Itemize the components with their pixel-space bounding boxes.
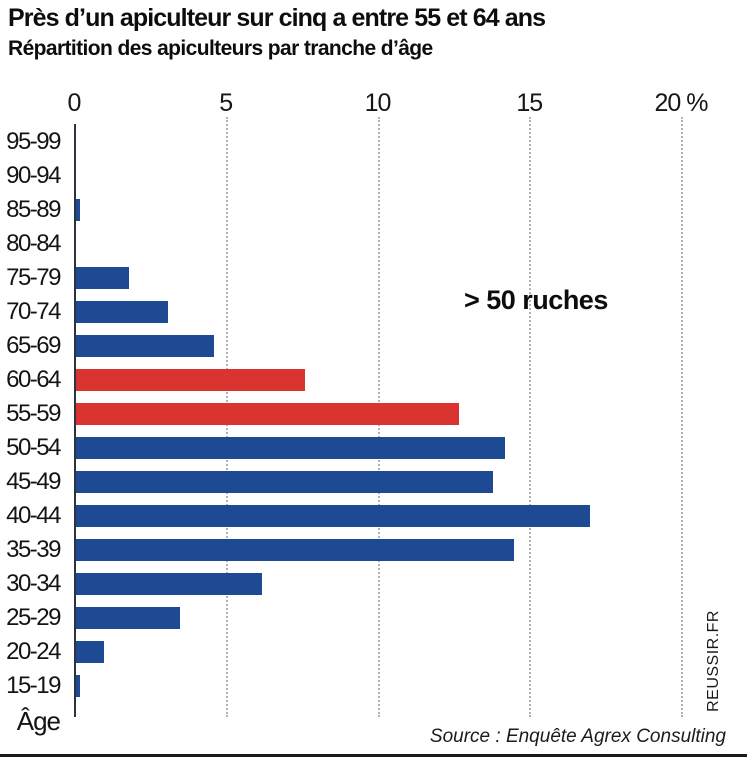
- bar-row: [74, 363, 681, 397]
- bar: [74, 641, 105, 663]
- y-axis-label: 95-99: [6, 128, 61, 155]
- y-axis-title: Âge: [16, 706, 61, 736]
- x-tick: 10: [364, 89, 392, 117]
- bar-row: [74, 329, 681, 363]
- bar: [74, 471, 493, 493]
- bar: [74, 573, 263, 595]
- bar-row: [74, 261, 681, 295]
- x-axis-ticks: 0 5 10 15 20 %: [68, 89, 709, 117]
- bar-row: [74, 465, 681, 499]
- bar: [74, 607, 181, 629]
- bar-row: [74, 635, 681, 669]
- y-axis-label: 45-49: [6, 468, 61, 495]
- x-tick: 15: [516, 89, 543, 117]
- bar-row: [74, 567, 681, 601]
- y-axis-label: 85-89: [6, 196, 61, 223]
- x-tick: 0: [67, 89, 82, 117]
- bars-container: [74, 125, 681, 703]
- bar: [74, 505, 590, 527]
- watermark-reussir: REUSSIR.FR: [705, 610, 722, 712]
- bar-row: [74, 431, 681, 465]
- bar: [74, 369, 305, 391]
- gridline: [681, 117, 683, 717]
- bar-row: [74, 125, 681, 159]
- source-caption: Source : Enquête Agrex Consulting: [429, 726, 726, 747]
- bar: [74, 301, 169, 323]
- y-axis-label: 70-74: [6, 298, 61, 325]
- y-axis-label: 30-34: [6, 570, 61, 597]
- y-axis-label: 50-54: [6, 434, 61, 461]
- chart-title: Près d’un apiculteur sur cinq a entre 55…: [8, 4, 546, 32]
- y-axis-label: 35-39: [6, 536, 61, 563]
- y-axis-label: 55-59: [6, 400, 61, 427]
- y-axis-label: 15-19: [6, 672, 61, 699]
- bar-row: [74, 669, 681, 703]
- y-axis-label: 40-44: [6, 502, 61, 529]
- plot-area: > 50 ruches: [74, 117, 683, 717]
- bar: [74, 675, 81, 697]
- y-axis-labels: 95-99 90-94 85-89 80-84 75-79 70-74 65-69 60-64…: [0, 125, 66, 703]
- bar-row: [74, 295, 681, 329]
- bar-row: [74, 397, 681, 431]
- bar: [74, 539, 515, 561]
- y-axis-label: 75-79: [6, 264, 61, 291]
- bar: [74, 403, 460, 425]
- y-axis-label: 90-94: [6, 162, 61, 189]
- y-axis-label: 80-84: [6, 230, 61, 257]
- bar-row: [74, 601, 681, 635]
- bar-row: [74, 193, 681, 227]
- bar: [74, 335, 214, 357]
- chart-subtitle: Répartition des apiculteurs par tranche …: [8, 37, 433, 60]
- gridline: [529, 117, 532, 717]
- bar: [74, 437, 505, 459]
- x-tick: 20 %: [654, 89, 709, 117]
- bar: [74, 267, 129, 289]
- y-axis-label: 20-24: [6, 638, 61, 665]
- annotation-label: > 50 ruches: [464, 285, 608, 315]
- x-tick: 5: [219, 89, 233, 117]
- y-axis-line: [74, 124, 76, 717]
- bottom-rule: [0, 754, 747, 757]
- bar-row: [74, 533, 681, 567]
- y-axis-label: 65-69: [6, 332, 61, 359]
- y-axis-label: 25-29: [6, 604, 61, 631]
- bar-row: [74, 499, 681, 533]
- bar-row: [74, 159, 681, 193]
- bar: [74, 199, 81, 221]
- bar-row: [74, 227, 681, 261]
- y-axis-label: 60-64: [6, 366, 61, 393]
